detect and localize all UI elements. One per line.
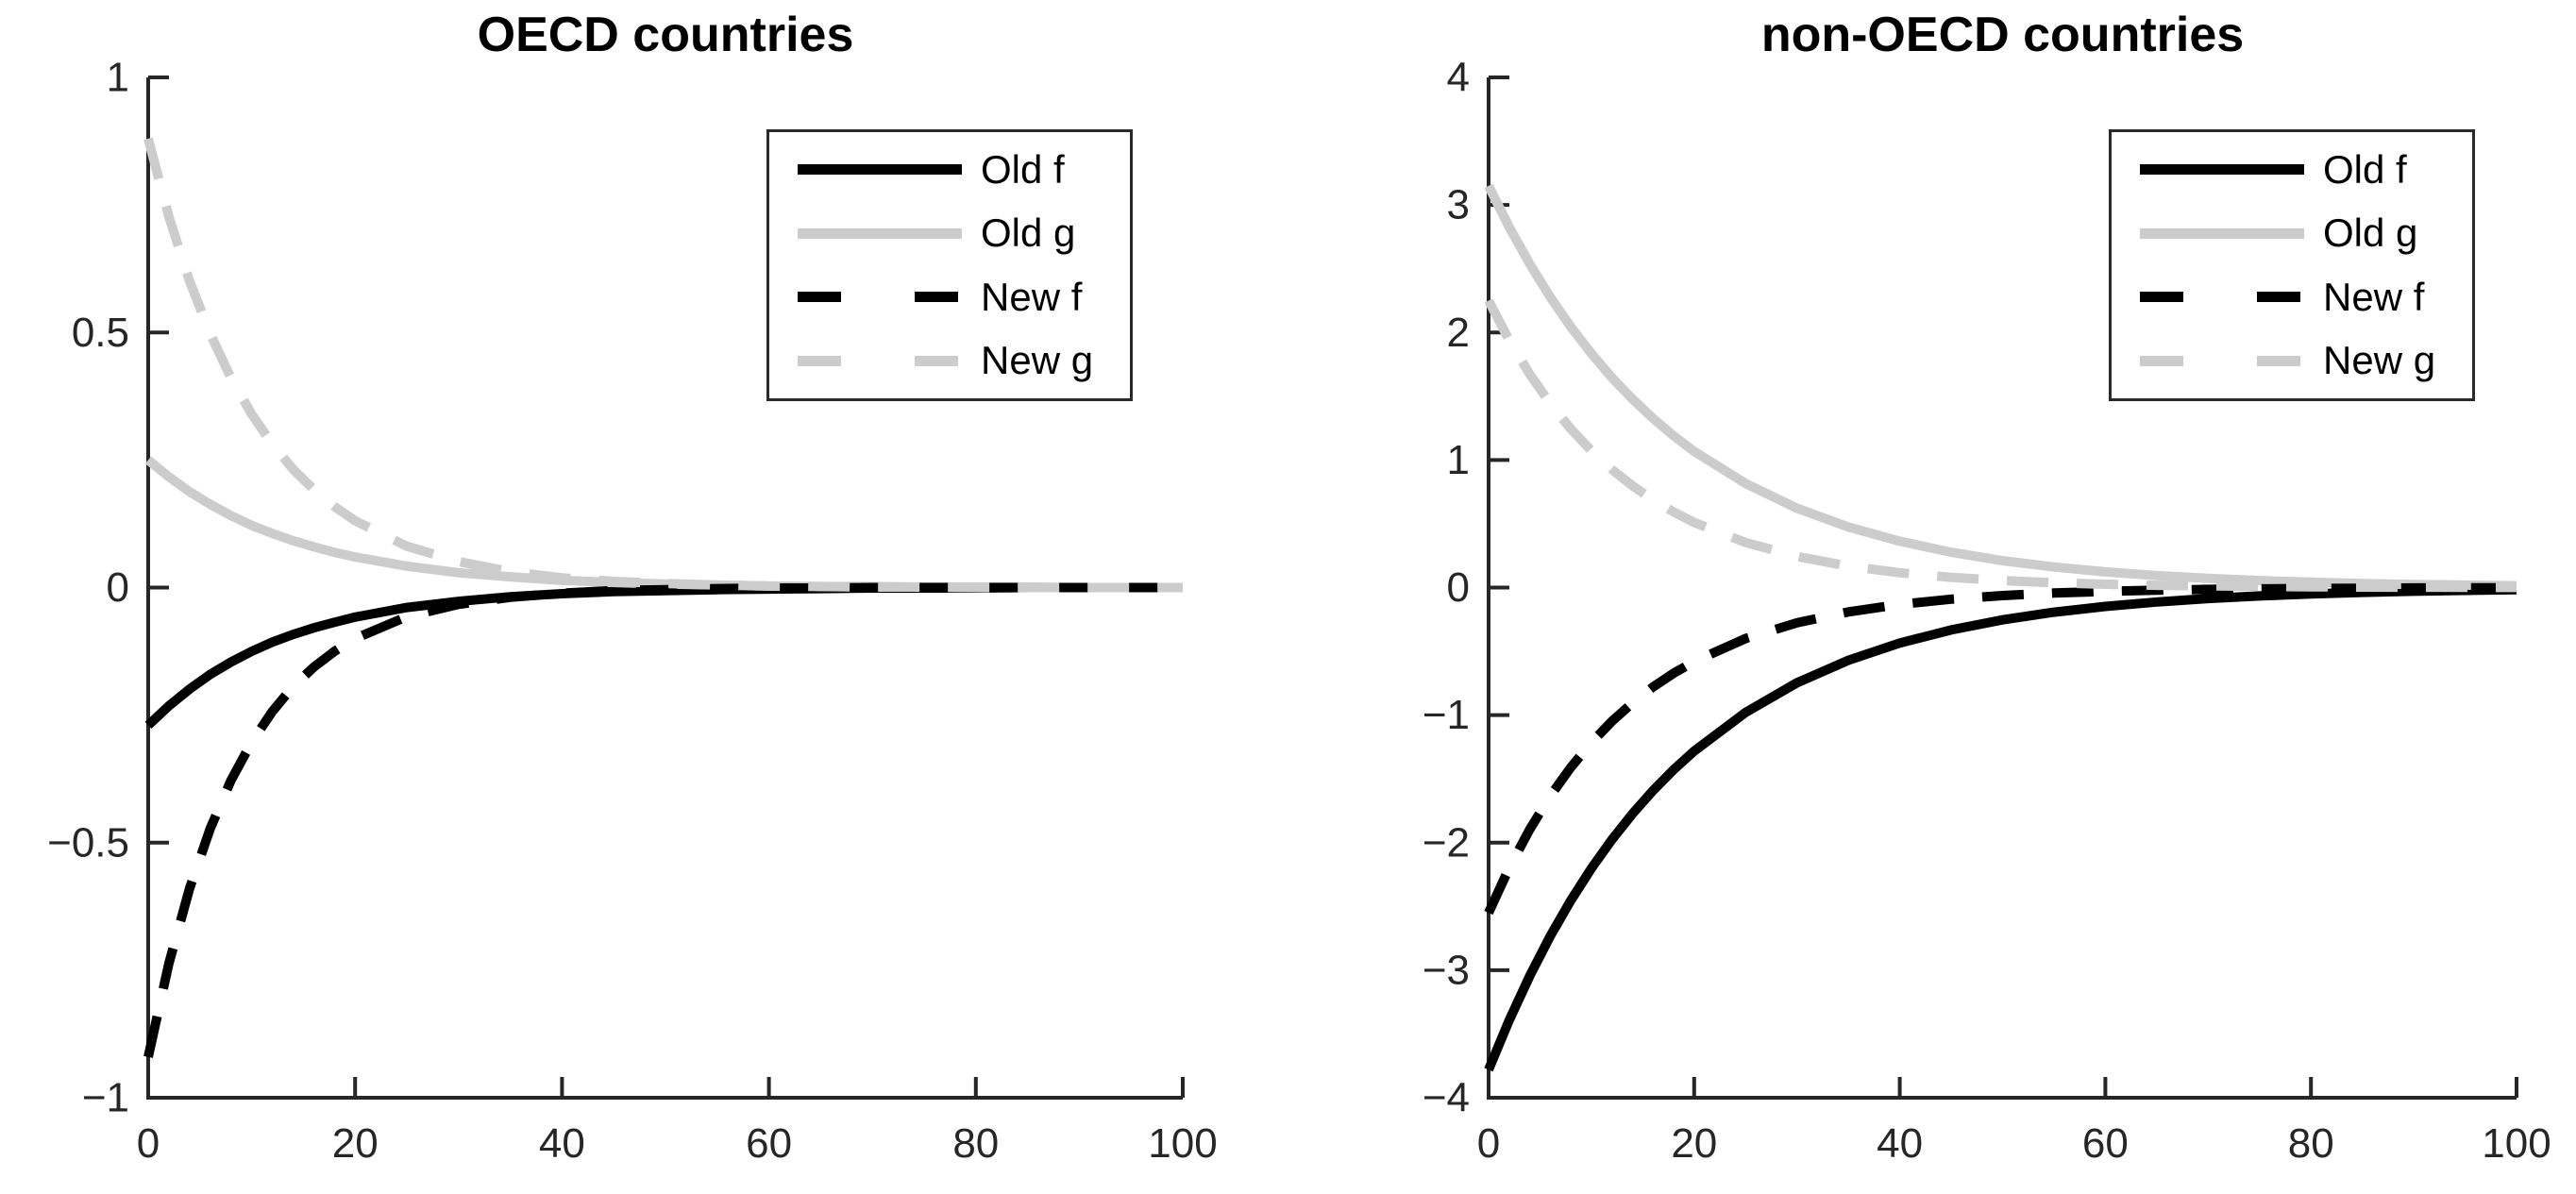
legend-entry-old-f: Old f <box>769 141 1130 199</box>
svg-text:0.5: 0.5 <box>72 310 129 356</box>
legend-entry-new-g: New g <box>769 331 1130 390</box>
plot-title-non-oecd: non-OECD countries <box>1760 8 2245 62</box>
legend-line-sample-new-f <box>798 292 962 303</box>
svg-text:4: 4 <box>1447 55 1470 101</box>
svg-text:−4: −4 <box>1423 1075 1470 1121</box>
svg-text:20: 20 <box>1671 1120 1717 1167</box>
legend-line-sample-new-f <box>2140 292 2304 303</box>
svg-text:−1: −1 <box>1423 692 1470 738</box>
svg-text:2: 2 <box>1447 310 1470 356</box>
svg-text:60: 60 <box>2082 1120 2129 1167</box>
legend-entry-new-g: New g <box>2112 331 2472 390</box>
legend-label-old-g: Old g <box>2323 210 2418 256</box>
svg-text:1: 1 <box>107 55 129 101</box>
svg-text:0: 0 <box>107 564 129 611</box>
legend-line-sample-old-f <box>2140 164 2304 176</box>
legend-line-sample-new-g <box>2140 355 2304 366</box>
legend-line-sample-old-g <box>2140 227 2304 239</box>
legend-label-new-g: New g <box>2323 338 2436 383</box>
legend-entry-new-f: New f <box>2112 268 2472 327</box>
svg-text:1: 1 <box>1447 437 1470 483</box>
svg-text:60: 60 <box>746 1120 792 1167</box>
svg-text:100: 100 <box>2482 1120 2551 1167</box>
svg-text:40: 40 <box>1877 1120 1923 1167</box>
svg-text:40: 40 <box>539 1120 585 1167</box>
svg-text:0: 0 <box>137 1120 160 1167</box>
legend-label-new-g: New g <box>981 338 1094 383</box>
svg-text:3: 3 <box>1447 182 1470 228</box>
legend-line-sample-new-g <box>798 355 962 366</box>
legend-label-new-f: New f <box>2323 274 2425 319</box>
legend-label-new-f: New f <box>981 274 1083 319</box>
legend-entry-new-f: New f <box>769 268 1130 327</box>
legend-label-old-f: Old f <box>981 146 1065 192</box>
legend-entry-old-f: Old f <box>2112 141 2472 199</box>
svg-text:−3: −3 <box>1423 947 1470 993</box>
svg-text:100: 100 <box>1148 1120 1217 1167</box>
legend-line-sample-old-g <box>798 227 962 239</box>
legend-label-old-f: Old f <box>2323 146 2407 192</box>
legend-box-non-oecd: Old f Old g New f New g <box>2109 129 2475 401</box>
legend-label-old-g: Old g <box>981 210 1076 256</box>
svg-text:−1: −1 <box>82 1075 129 1121</box>
svg-text:0: 0 <box>1477 1120 1500 1167</box>
legend-entry-old-g: Old g <box>769 204 1130 262</box>
svg-text:−2: −2 <box>1423 819 1470 866</box>
svg-text:20: 20 <box>332 1120 379 1167</box>
legend-box-oecd: Old f Old g New f New g <box>766 129 1133 401</box>
legend-entry-old-g: Old g <box>2112 204 2472 262</box>
svg-text:80: 80 <box>2288 1120 2334 1167</box>
svg-text:80: 80 <box>952 1120 999 1167</box>
plot-title-oecd: OECD countries <box>477 8 854 62</box>
legend-line-sample-old-f <box>798 164 962 176</box>
svg-text:0: 0 <box>1447 564 1470 611</box>
svg-text:−0.5: −0.5 <box>47 819 129 866</box>
